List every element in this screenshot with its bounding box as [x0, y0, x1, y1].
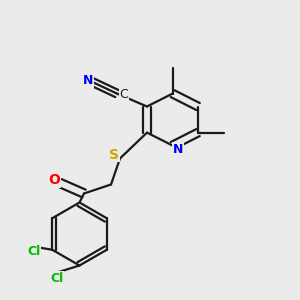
Text: C: C — [119, 88, 128, 101]
Text: N: N — [83, 74, 93, 87]
Text: N: N — [173, 142, 183, 156]
Text: O: O — [49, 173, 61, 187]
Text: Cl: Cl — [27, 244, 40, 258]
Text: S: S — [109, 148, 119, 162]
Text: Cl: Cl — [50, 272, 64, 285]
